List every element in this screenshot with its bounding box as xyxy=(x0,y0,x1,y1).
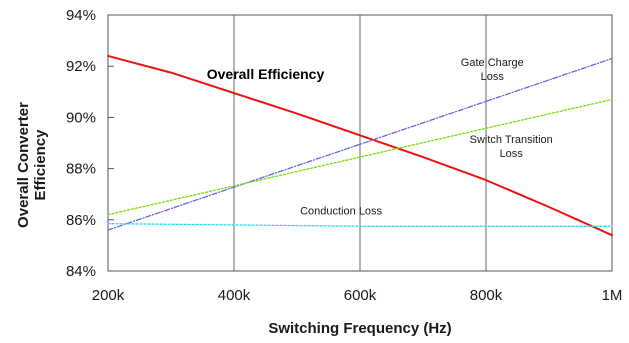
switch-transition-loss-annotation-line: Loss xyxy=(500,148,524,160)
conduction-loss-annotation: Conduction Loss xyxy=(300,206,382,218)
gate-charge-loss-annotation-line: Gate Charge xyxy=(461,57,524,69)
y-tick-label: 88% xyxy=(66,161,96,178)
x-tick-label: 1M xyxy=(602,287,623,304)
y-axis-title-line-2: Efficiency xyxy=(32,129,49,201)
gate-charge-loss-annotation: Gate Charge Loss xyxy=(461,57,524,83)
y-tick-label: 92% xyxy=(66,58,96,75)
series-layer xyxy=(107,54,613,237)
x-tick-label: 600k xyxy=(344,287,377,304)
gate-charge-loss-annotation-line: Loss xyxy=(481,71,505,83)
y-axis-title-line-1: Overall Converter xyxy=(15,102,32,228)
x-axis-title: Switching Frequency (Hz) xyxy=(268,320,451,337)
y-axis-ticks: 84% 86% 88% 90% 92% 94% xyxy=(66,7,114,280)
conduction-loss-line xyxy=(107,222,613,227)
x-tick-label: 200k xyxy=(92,287,125,304)
overall-efficiency-annotation: Overall Efficiency xyxy=(207,66,325,82)
y-tick-label: 84% xyxy=(66,263,96,280)
conduction-loss-annotation-line: Conduction Loss xyxy=(300,206,382,218)
x-tick-label: 400k xyxy=(218,287,251,304)
y-tick-label: 86% xyxy=(66,212,96,229)
grid-lines xyxy=(233,15,487,271)
y-tick-label: 90% xyxy=(66,109,96,126)
x-tick-label: 800k xyxy=(470,287,503,304)
overall-efficiency-line xyxy=(107,54,613,237)
switch-transition-loss-line xyxy=(107,98,613,216)
switch-transition-loss-annotation: Switch Transition Loss xyxy=(470,134,553,160)
switch-transition-loss-annotation-line: Switch Transition xyxy=(470,134,553,146)
y-axis-title: Overall Converter Efficiency xyxy=(15,102,49,228)
y-tick-label: 94% xyxy=(66,7,96,24)
plot-frame xyxy=(107,14,613,272)
gate-charge-loss-line xyxy=(107,57,613,231)
overall-efficiency-annotation-line: Overall Efficiency xyxy=(207,66,325,82)
x-axis-ticks: 200k 400k 600k 800k 1M xyxy=(92,287,623,304)
